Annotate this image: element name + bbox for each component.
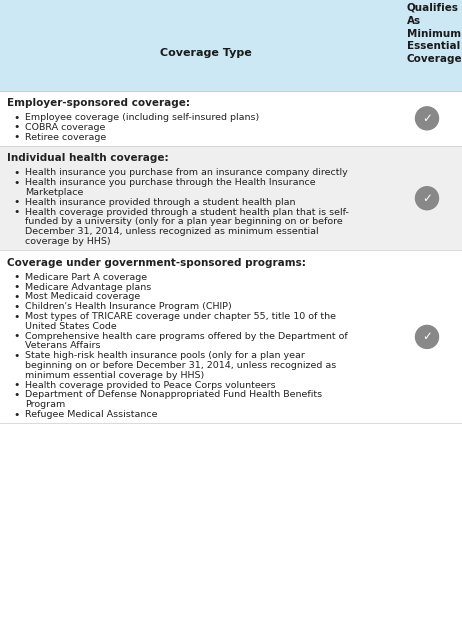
- Text: Qualifies
As
Minimum
Essential
Coverage: Qualifies As Minimum Essential Coverage: [407, 3, 462, 64]
- Text: •: •: [14, 112, 20, 123]
- FancyBboxPatch shape: [0, 91, 462, 146]
- Text: •: •: [14, 302, 20, 312]
- Text: Coverage Type: Coverage Type: [160, 48, 252, 58]
- Text: •: •: [14, 207, 20, 217]
- Text: Refugee Medical Assistance: Refugee Medical Assistance: [25, 410, 158, 419]
- Text: Most types of TRICARE coverage under chapter 55, title 10 of the: Most types of TRICARE coverage under cha…: [25, 312, 336, 321]
- Text: •: •: [14, 282, 20, 292]
- Text: •: •: [14, 132, 20, 142]
- Text: •: •: [14, 351, 20, 361]
- Text: State high-risk health insurance pools (only for a plan year: State high-risk health insurance pools (…: [25, 351, 305, 360]
- Text: Retiree coverage: Retiree coverage: [25, 132, 106, 142]
- Text: •: •: [14, 380, 20, 390]
- Text: ✓: ✓: [422, 331, 432, 343]
- Text: Employee coverage (including self-insured plans): Employee coverage (including self-insure…: [25, 113, 259, 122]
- Text: Coverage under government-sponsored programs:: Coverage under government-sponsored prog…: [7, 258, 306, 268]
- Text: Department of Defense Nonappropriated Fund Health Benefits: Department of Defense Nonappropriated Fu…: [25, 391, 322, 399]
- Text: Medicare Part A coverage: Medicare Part A coverage: [25, 273, 147, 282]
- Text: Health insurance provided through a student health plan: Health insurance provided through a stud…: [25, 198, 296, 207]
- Text: coverage by HHS): coverage by HHS): [25, 237, 110, 246]
- Text: •: •: [14, 177, 20, 187]
- FancyBboxPatch shape: [0, 251, 462, 423]
- Text: December 31, 2014, unless recognized as minimum essential: December 31, 2014, unless recognized as …: [25, 228, 319, 236]
- Text: •: •: [14, 292, 20, 302]
- Text: Marketplace: Marketplace: [25, 188, 83, 197]
- Text: •: •: [14, 331, 20, 341]
- Text: Most Medicaid coverage: Most Medicaid coverage: [25, 292, 140, 301]
- Text: Veterans Affairs: Veterans Affairs: [25, 341, 101, 351]
- Text: •: •: [14, 122, 20, 132]
- Circle shape: [415, 107, 438, 130]
- Text: Health coverage provided through a student health plan that is self-: Health coverage provided through a stude…: [25, 208, 349, 217]
- Text: Health insurance you purchase through the Health Insurance: Health insurance you purchase through th…: [25, 178, 316, 187]
- Text: COBRA coverage: COBRA coverage: [25, 123, 105, 132]
- Text: •: •: [14, 168, 20, 178]
- Text: Program: Program: [25, 400, 65, 409]
- Text: ✓: ✓: [422, 112, 432, 125]
- Text: Children's Health Insurance Program (CHIP): Children's Health Insurance Program (CHI…: [25, 302, 232, 311]
- Text: Health coverage provided to Peace Corps volunteers: Health coverage provided to Peace Corps …: [25, 381, 276, 389]
- Text: minimum essential coverage by HHS): minimum essential coverage by HHS): [25, 371, 204, 380]
- Text: funded by a university (only for a plan year beginning on or before: funded by a university (only for a plan …: [25, 217, 343, 226]
- Circle shape: [415, 187, 438, 210]
- Text: beginning on or before December 31, 2014, unless recognized as: beginning on or before December 31, 2014…: [25, 361, 336, 370]
- Text: •: •: [14, 409, 20, 419]
- Text: •: •: [14, 311, 20, 321]
- FancyBboxPatch shape: [0, 146, 462, 251]
- Text: Employer-sponsored coverage:: Employer-sponsored coverage:: [7, 98, 190, 108]
- Text: United States Code: United States Code: [25, 322, 117, 331]
- Text: Comprehensive health care programs offered by the Department of: Comprehensive health care programs offer…: [25, 332, 348, 341]
- Text: •: •: [14, 272, 20, 282]
- FancyBboxPatch shape: [0, 0, 462, 91]
- Text: Health insurance you purchase from an insurance company directly: Health insurance you purchase from an in…: [25, 168, 348, 177]
- Text: •: •: [14, 390, 20, 400]
- Circle shape: [415, 326, 438, 348]
- Text: Medicare Advantage plans: Medicare Advantage plans: [25, 282, 151, 292]
- Text: •: •: [14, 198, 20, 208]
- Text: Individual health coverage:: Individual health coverage:: [7, 153, 169, 163]
- Text: ✓: ✓: [422, 192, 432, 205]
